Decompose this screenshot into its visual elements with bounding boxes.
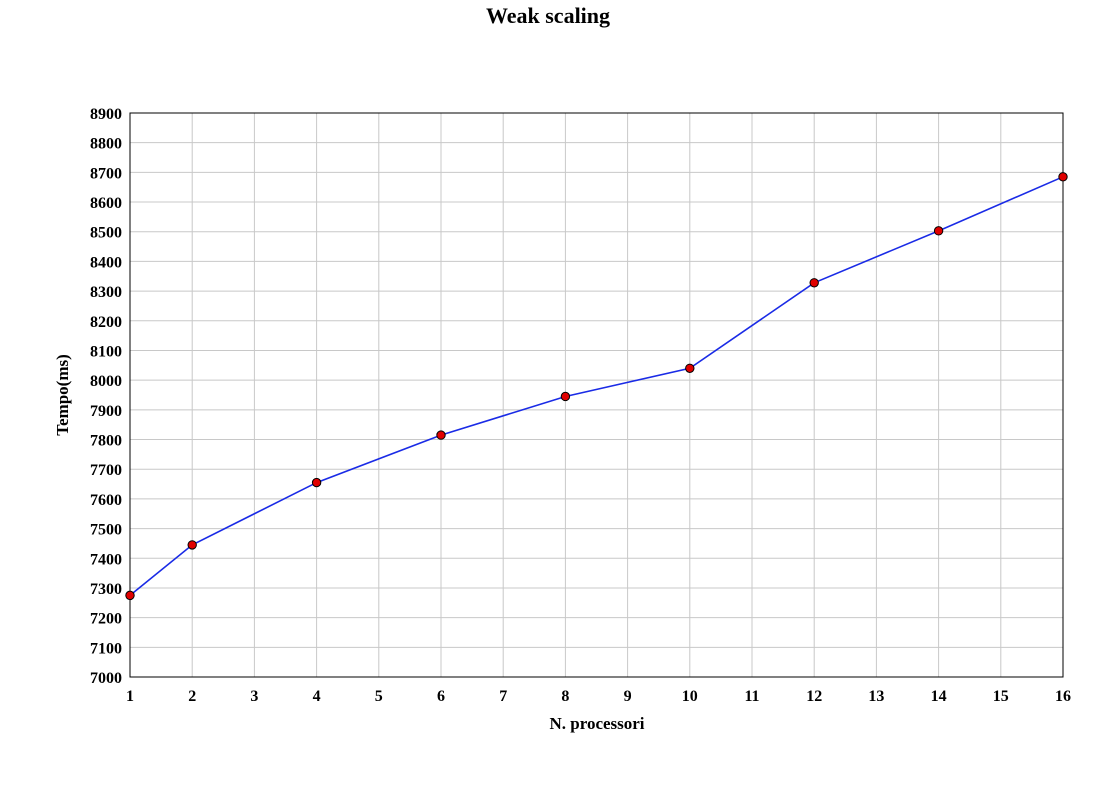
x-tick-label: 6	[437, 688, 445, 705]
x-axis-ticks: 1 2 3 4 5 6 7 8 9 10 11 12 13 14 15 16	[126, 688, 1071, 705]
y-tick-label: 7500	[90, 522, 122, 539]
data-point	[436, 430, 446, 440]
y-tick-label: 7900	[90, 403, 122, 420]
grid	[129, 112, 1064, 678]
x-axis-label: N. processori	[549, 714, 644, 733]
y-tick-label: 8000	[90, 373, 122, 390]
y-tick-label: 7800	[90, 433, 122, 450]
y-tick-label: 7300	[90, 581, 122, 598]
x-tick-label: 14	[931, 688, 947, 705]
x-tick-label: 1	[126, 688, 134, 705]
y-tick-label: 7400	[90, 551, 122, 568]
x-tick-label: 15	[993, 688, 1009, 705]
y-tick-label: 7200	[90, 611, 122, 628]
x-tick-label: 11	[744, 688, 759, 705]
data-point	[187, 540, 197, 550]
y-axis-label: Tempo(ms)	[53, 354, 72, 436]
y-tick-label: 8700	[90, 165, 122, 182]
y-tick-label: 8400	[90, 254, 122, 271]
y-tick-label: 7600	[90, 492, 122, 509]
y-tick-label: 7700	[90, 462, 122, 479]
plot-frame	[129, 112, 1064, 678]
y-tick-label: 8100	[90, 343, 122, 360]
data-point	[685, 363, 695, 373]
y-tick-label: 8500	[90, 225, 122, 242]
x-tick-label: 13	[868, 688, 884, 705]
x-tick-label: 4	[313, 688, 321, 705]
data-point	[125, 590, 135, 601]
series-line	[129, 176, 1064, 596]
y-tick-label: 8300	[90, 284, 122, 301]
x-tick-label: 5	[375, 688, 383, 705]
y-tick-label: 8900	[90, 106, 122, 123]
x-tick-label: 16	[1055, 688, 1071, 705]
data-point	[1058, 172, 1068, 182]
x-tick-label: 7	[499, 688, 507, 705]
data-point	[560, 391, 571, 402]
x-tick-label: 10	[682, 688, 698, 705]
y-axis-ticks: 7000 7100 7200 7300 7400 7500 7600 7700 7800 7900…	[90, 106, 122, 687]
y-tick-label: 8200	[90, 314, 122, 331]
data-point	[311, 477, 322, 488]
chart-title: Weak scaling	[486, 3, 610, 28]
x-tick-label: 3	[250, 688, 258, 705]
data-point	[809, 278, 819, 288]
x-tick-label: 9	[624, 688, 632, 705]
data-point	[933, 226, 944, 236]
x-tick-label: 2	[188, 688, 196, 705]
y-tick-label: 8600	[90, 195, 122, 212]
x-tick-label: 8	[561, 688, 569, 705]
series-layer	[125, 172, 1068, 601]
x-tick-label: 12	[806, 688, 822, 705]
y-tick-label: 7000	[90, 670, 122, 687]
y-tick-label: 8800	[90, 136, 122, 153]
y-tick-label: 7100	[90, 640, 122, 657]
